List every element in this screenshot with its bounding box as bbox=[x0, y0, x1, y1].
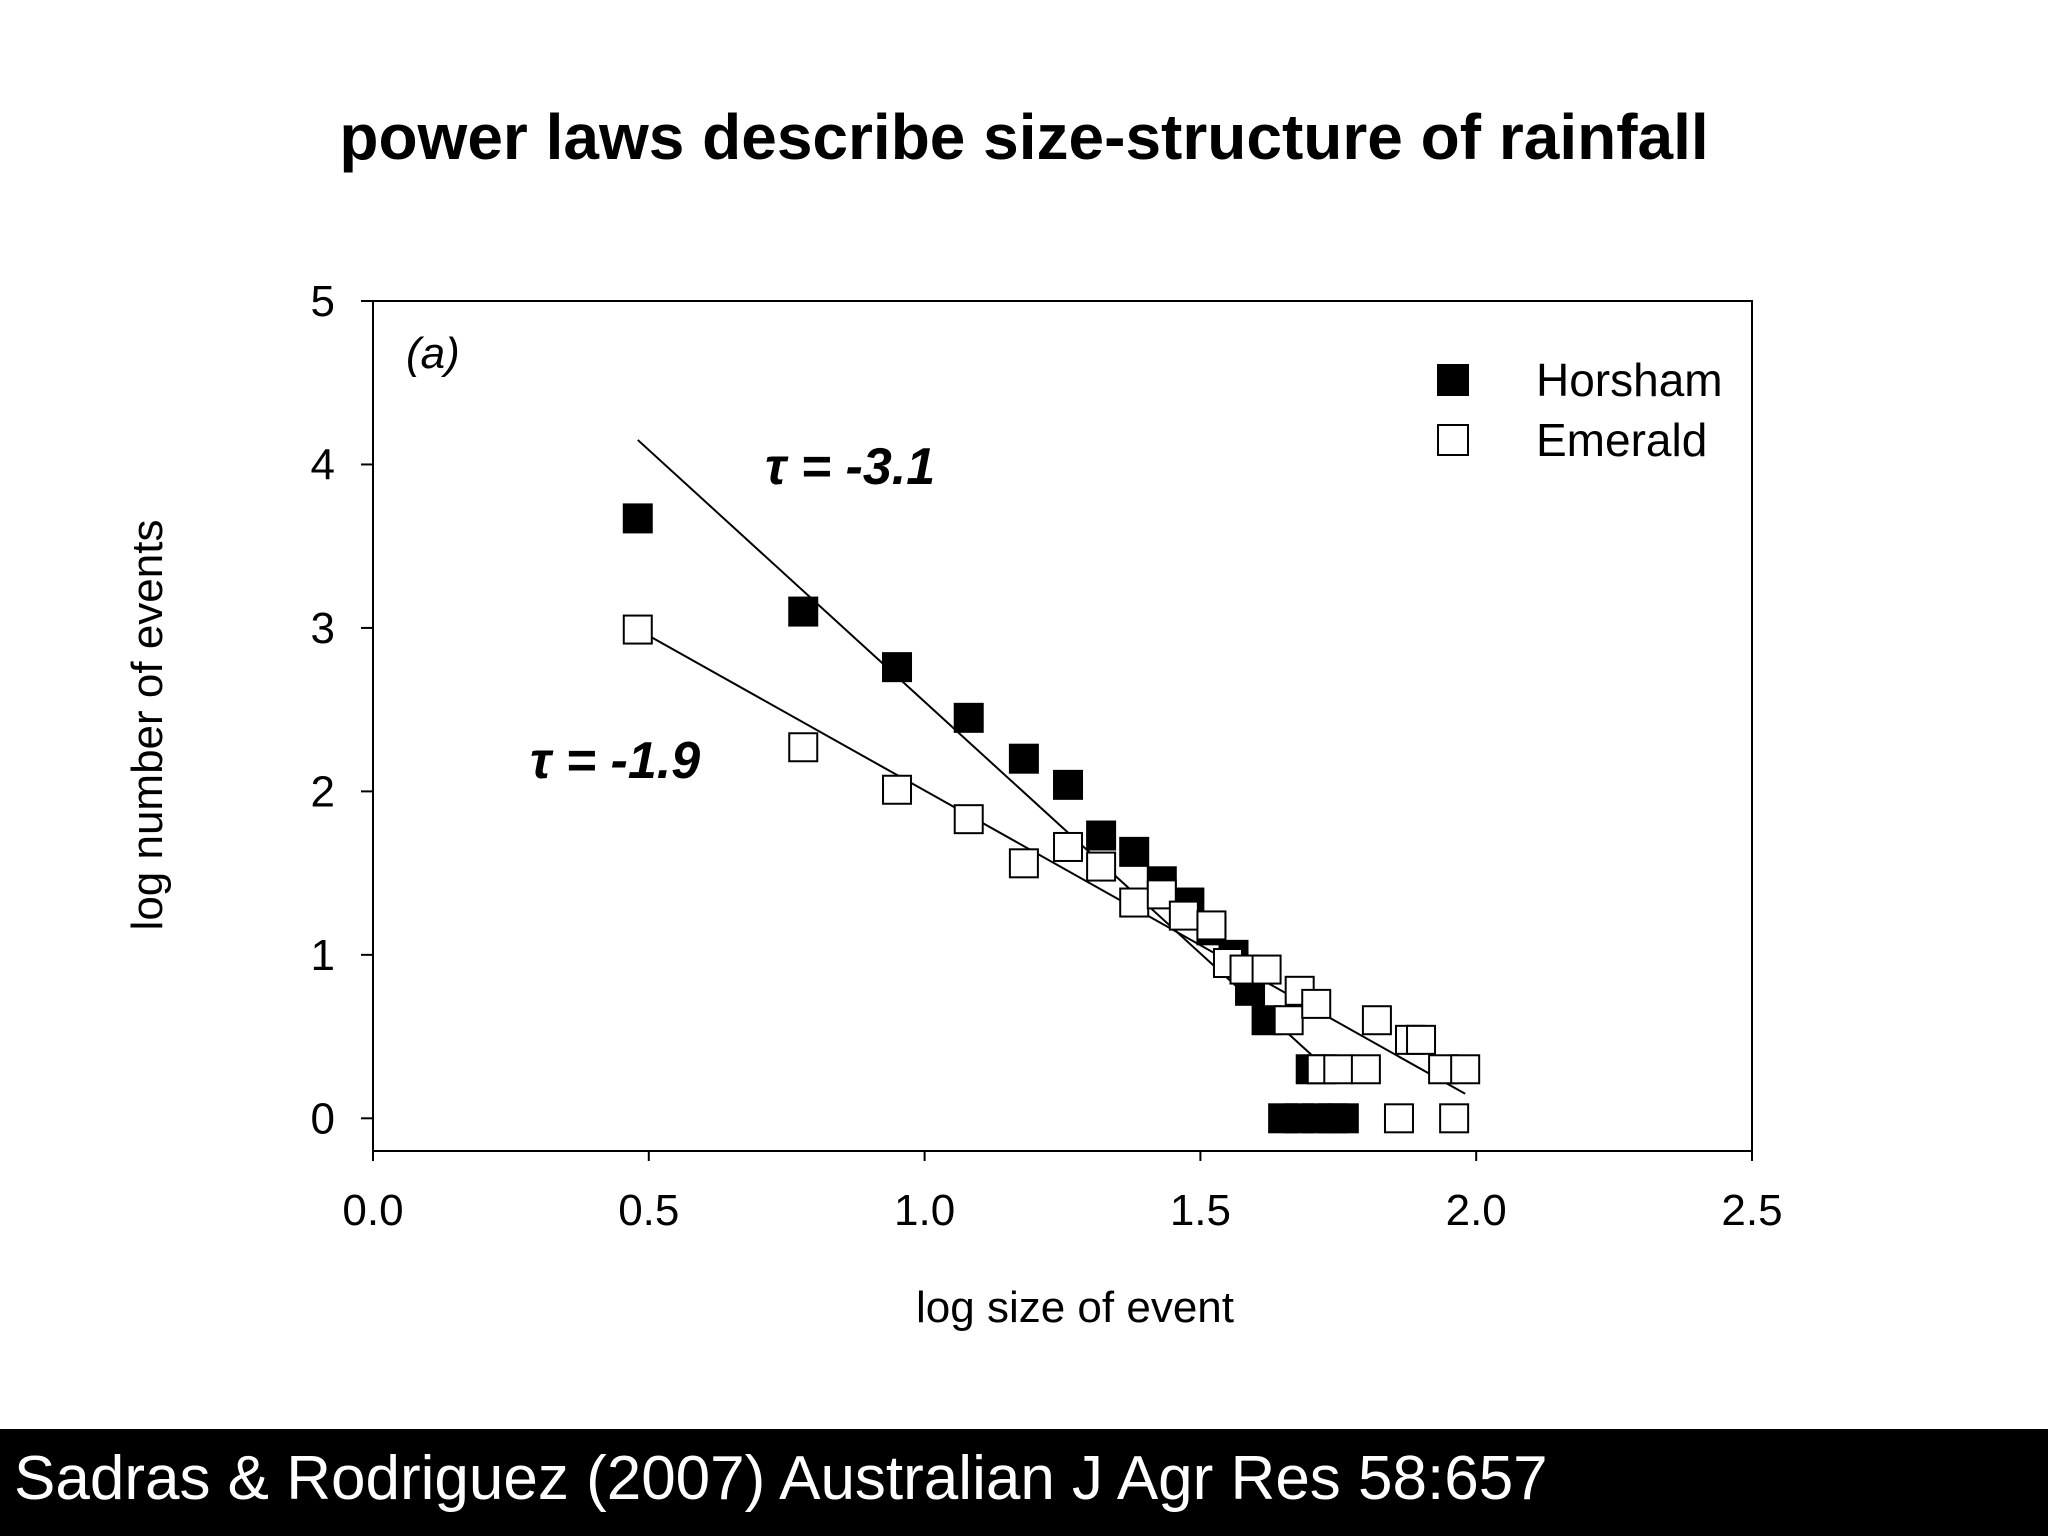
point-emerald bbox=[1439, 1103, 1470, 1134]
point-emerald bbox=[1146, 879, 1177, 910]
fit-label-horsham: τ = -3.1 bbox=[765, 438, 935, 496]
point-emerald bbox=[1350, 1054, 1381, 1085]
point-emerald bbox=[622, 614, 653, 645]
point-emerald bbox=[1196, 910, 1227, 941]
point-horsham bbox=[622, 503, 653, 534]
point-emerald bbox=[1406, 1024, 1437, 1055]
fit-label-emerald: τ = -1.9 bbox=[530, 732, 700, 790]
point-emerald bbox=[1323, 1054, 1354, 1085]
point-emerald bbox=[1119, 887, 1150, 918]
point-emerald bbox=[788, 732, 819, 763]
legend-label-emerald: Emerald bbox=[1536, 414, 1707, 466]
citation-bar: Sadras & Rodriguez (2007) Australian J A… bbox=[0, 1429, 2048, 1536]
x-tick-label: 1.5 bbox=[1170, 1186, 1231, 1235]
point-horsham bbox=[1119, 836, 1150, 867]
legend-label-horsham: Horsham bbox=[1536, 354, 1723, 406]
y-tick-label: 5 bbox=[311, 277, 335, 326]
point-emerald bbox=[1273, 1005, 1304, 1036]
point-horsham bbox=[882, 652, 913, 683]
point-horsham bbox=[788, 596, 819, 627]
point-horsham bbox=[1086, 820, 1117, 851]
y-tick-label: 4 bbox=[311, 440, 335, 489]
data-points bbox=[622, 503, 1481, 1134]
legend-marker-emerald bbox=[1437, 424, 1469, 456]
citation-text: Sadras & Rodriguez (2007) Australian J A… bbox=[14, 1444, 1548, 1513]
point-emerald bbox=[882, 774, 913, 805]
point-horsham bbox=[1008, 743, 1039, 774]
x-tick-label: 0.0 bbox=[342, 1186, 403, 1235]
legend: Horsham Emerald bbox=[1437, 354, 1723, 466]
x-axis: 0.0 0.5 1.0 1.5 2.0 2.5 bbox=[342, 1151, 1783, 1235]
panel-label: (a) bbox=[406, 329, 460, 378]
x-axis-label: log size of event bbox=[916, 1283, 1234, 1332]
point-emerald bbox=[1301, 988, 1332, 1019]
point-horsham bbox=[953, 702, 984, 733]
point-horsham bbox=[1328, 1103, 1359, 1134]
fit-labels: τ = -3.1 τ = -1.9 bbox=[530, 438, 935, 790]
x-tick-label: 1.0 bbox=[894, 1186, 955, 1235]
point-emerald bbox=[1383, 1103, 1414, 1134]
point-emerald bbox=[1361, 1005, 1392, 1036]
fit-line-emerald bbox=[637, 628, 1466, 1095]
slide-title: power laws describe size-structure of ra… bbox=[339, 101, 1709, 173]
point-emerald bbox=[1086, 851, 1117, 882]
legend-marker-horsham bbox=[1437, 364, 1469, 396]
y-axis: 0 1 2 3 4 5 bbox=[311, 277, 373, 1143]
point-emerald bbox=[1053, 831, 1084, 862]
point-horsham bbox=[1053, 769, 1084, 800]
fit-lines bbox=[637, 439, 1466, 1095]
y-tick-label: 2 bbox=[311, 767, 335, 816]
x-tick-label: 0.5 bbox=[618, 1186, 679, 1235]
x-tick-label: 2.5 bbox=[1721, 1186, 1782, 1235]
point-emerald bbox=[1168, 900, 1199, 931]
point-emerald bbox=[1450, 1054, 1481, 1085]
y-tick-label: 0 bbox=[311, 1094, 335, 1143]
y-tick-label: 3 bbox=[311, 604, 335, 653]
scatter-chart: 0.0 0.5 1.0 1.5 2.0 2.5 0 1 2 3 4 5 τ = -3.1 τ = -1… bbox=[123, 277, 1783, 1332]
point-emerald bbox=[1284, 975, 1315, 1006]
point-emerald bbox=[1008, 848, 1039, 879]
x-tick-label: 2.0 bbox=[1446, 1186, 1507, 1235]
y-tick-label: 1 bbox=[311, 931, 335, 980]
plot-frame bbox=[372, 300, 1753, 1152]
fit-line-horsham bbox=[637, 439, 1328, 1071]
point-emerald bbox=[1251, 954, 1282, 985]
point-emerald bbox=[953, 804, 984, 835]
y-axis-label: log number of events bbox=[123, 520, 172, 931]
